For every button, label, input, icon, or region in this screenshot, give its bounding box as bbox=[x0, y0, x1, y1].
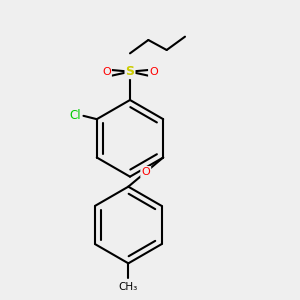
Text: S: S bbox=[125, 65, 134, 78]
Text: O: O bbox=[102, 67, 111, 77]
Text: Cl: Cl bbox=[69, 109, 81, 122]
Text: O: O bbox=[149, 67, 158, 77]
Text: O: O bbox=[141, 167, 150, 177]
Text: CH₃: CH₃ bbox=[119, 282, 138, 292]
